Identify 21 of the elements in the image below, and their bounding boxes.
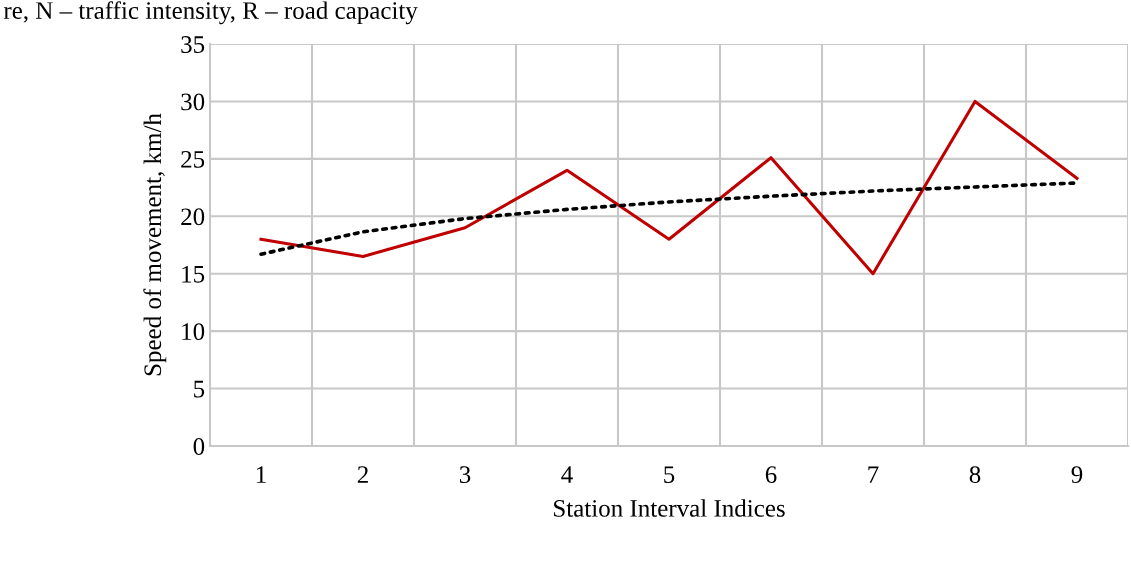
y-tick-label: 10 — [182, 323, 205, 341]
x-tick-label: 8 — [969, 466, 981, 484]
text: re, N – traffic intensity, R – road capacity — [3, 1, 418, 25]
x-tick-label: 4 — [561, 466, 573, 483]
y-axis-title: Speed of movement, km/h — [143, 113, 167, 376]
line-series — [259, 99, 1079, 276]
y-tick-label: 0 — [193, 438, 205, 455]
x-tick-label: 7 — [868, 466, 879, 483]
x-tick-label: 2 — [357, 466, 368, 483]
y-tick-label: 30 — [181, 93, 205, 111]
x-tick-label: 6 — [765, 466, 777, 484]
y-tick-label: 5 — [194, 380, 205, 398]
x-axis-title: Station Interval Indices — [554, 499, 785, 517]
x-tick-label: 9 — [1071, 466, 1083, 484]
x-tick-label: 1 — [256, 466, 266, 483]
y-tick-label: 25 — [181, 150, 205, 168]
x-tick-label: 3 — [459, 466, 471, 484]
y-tick-label: 35 — [181, 36, 205, 53]
x-tick-label: 5 — [664, 466, 675, 484]
y-tick-label: 15 — [182, 265, 205, 283]
y-tick-label: 20 — [181, 208, 205, 226]
